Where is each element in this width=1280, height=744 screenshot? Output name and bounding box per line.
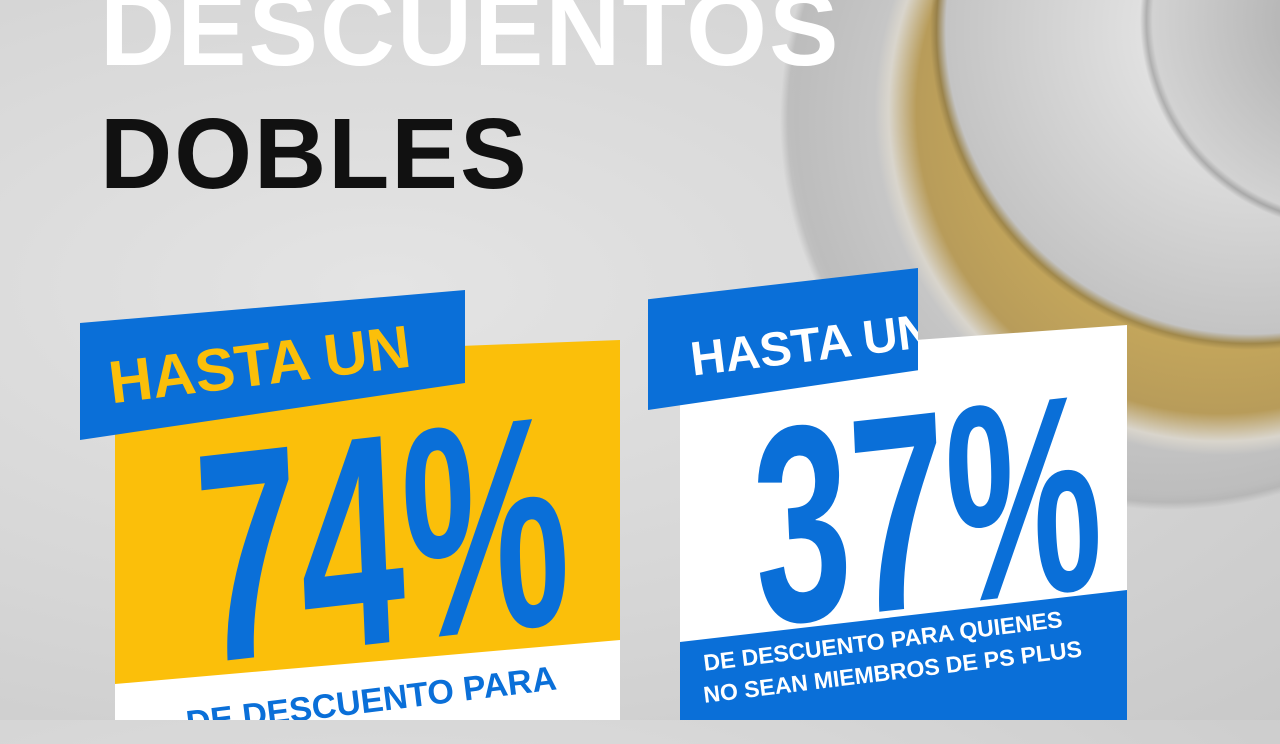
headline-line2: DOBLES [100,98,529,210]
left-offer-value: 74% [189,350,576,728]
headline-line1: DESCUENTOS [100,0,841,88]
